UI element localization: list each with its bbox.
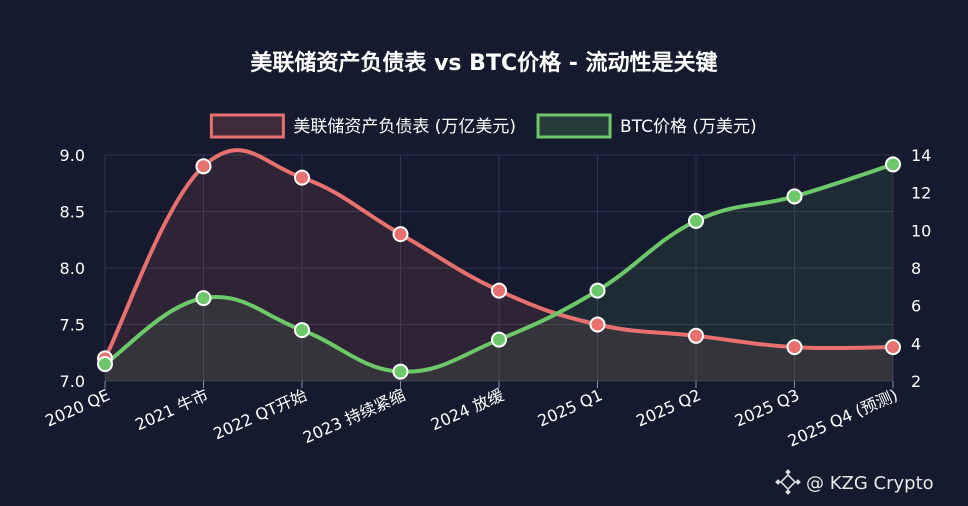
x-axis-tick-label: 2025 Q2: [633, 385, 703, 430]
series-points: [97, 156, 901, 380]
right-axis-tick-label: 10: [911, 221, 931, 240]
data-point: [392, 363, 409, 380]
right-axis-tick-label: 8: [911, 259, 921, 278]
data-point: [885, 339, 901, 356]
data-point: [688, 327, 704, 344]
data-point: [786, 339, 803, 356]
data-point: [294, 169, 310, 186]
left-axis-tick-label: 8.5: [60, 203, 85, 222]
legend-label-0: 美联储资产负债表 (万亿美元): [293, 117, 516, 137]
legend-swatch-1: [536, 113, 612, 139]
chart-title: 美联储资产负债表 vs BTC价格 - 流动性是关键: [250, 50, 717, 76]
left-axis-tick-label: 9.0: [60, 146, 85, 165]
x-axis-tick-label: 2023 持续紧缩: [300, 385, 408, 447]
legend-label-1: BTC价格 (万美元): [620, 117, 757, 137]
right-axis-tick-label: 14: [911, 146, 931, 165]
binance-diamond-icon: [775, 469, 801, 495]
data-point: [491, 331, 507, 348]
left-axis-tick-label: 7.5: [60, 316, 85, 335]
data-point: [786, 188, 803, 205]
data-point: [195, 290, 212, 307]
series-area-1: [105, 164, 893, 381]
watermark-text: @ KZG Crypto: [806, 473, 934, 494]
x-axis-tick-label: 2025 Q1: [535, 385, 605, 430]
data-point: [392, 226, 409, 243]
data-point: [589, 316, 606, 333]
x-axis-tick-label: 2024 放缓: [428, 385, 507, 434]
right-axis-tick-label: 12: [911, 184, 931, 203]
x-axis-tick-label: 2025 Q3: [732, 385, 802, 430]
right-axis-tick-label: 2: [911, 372, 921, 391]
data-point: [491, 282, 507, 299]
right-axis-tick-label: 4: [911, 334, 921, 353]
data-point: [688, 212, 704, 229]
x-axis-tick-label: 2022 QT开始: [210, 385, 309, 443]
x-axis-tick-label: 2025 Q4 (预测): [785, 385, 901, 450]
left-axis-ticks: 7.0 7.5 8.0 8.5 9.0: [60, 146, 85, 391]
legend-swatch-0: [209, 113, 285, 139]
watermark: @ KZG Crypto: [775, 469, 934, 495]
left-axis-tick-label: 7.0: [60, 372, 85, 391]
x-axis-tick-label: 2020 QE: [42, 385, 112, 430]
data-point: [97, 356, 113, 373]
legend: 美联储资产负债表 (万亿美元) BTC价格 (万美元): [209, 113, 757, 139]
right-axis-tick-label: 6: [911, 297, 921, 316]
data-point: [294, 322, 310, 339]
x-axis-tick-label: 2021 牛市: [132, 385, 211, 434]
data-point: [195, 158, 212, 175]
right-axis-ticks: 2 4 6 8 10 12 14: [911, 146, 931, 391]
data-point: [589, 282, 606, 299]
data-point: [885, 156, 901, 173]
left-axis-tick-label: 8.0: [60, 259, 85, 278]
